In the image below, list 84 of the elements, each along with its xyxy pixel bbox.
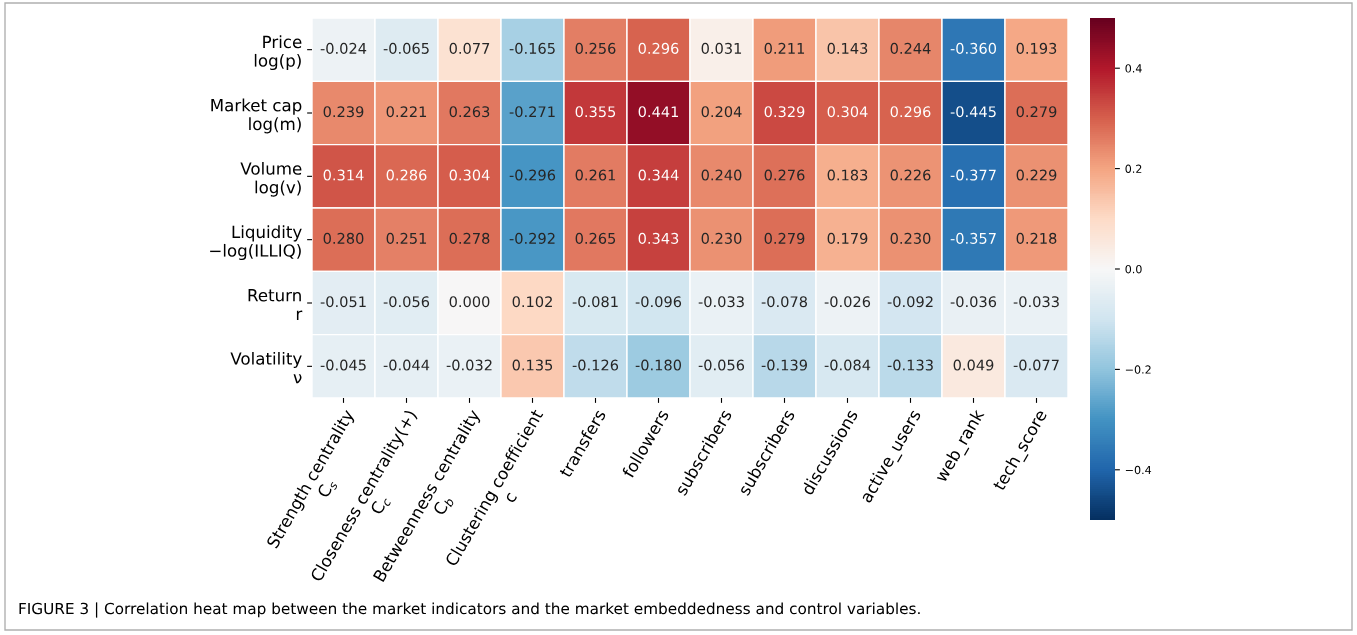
data-label: -0.445 — [950, 106, 996, 118]
data-label: -0.357 — [950, 232, 996, 244]
data-label: 0.204 — [701, 106, 742, 118]
data-label: -0.180 — [635, 359, 682, 371]
data-label: -0.044 — [383, 359, 430, 371]
color-bar-label: −0.2 — [1125, 365, 1151, 374]
y-tick-label: Volume log(v) — [240, 161, 302, 197]
data-label: -0.360 — [950, 42, 997, 54]
color-bar-label: 0.0 — [1125, 264, 1142, 274]
data-label: 0.049 — [953, 359, 994, 371]
data-label: -0.165 — [509, 42, 555, 54]
data-label: 0.229 — [1016, 169, 1057, 181]
y-tick-label: Liquidity −log(ILLIQ) — [210, 225, 302, 261]
data-label: 0.221 — [386, 106, 427, 118]
data-label: 0.276 — [764, 169, 805, 181]
data-label: 0.343 — [638, 232, 679, 244]
data-label: -0.126 — [572, 359, 619, 371]
data-label: -0.033 — [698, 296, 744, 308]
data-label: -0.056 — [698, 359, 745, 371]
data-label: 0.314 — [323, 169, 364, 181]
caption: FIGURE 3 | Correlation heat map between the market indicators and the market embeddedness and control variables. — [19, 602, 920, 618]
data-label: 0.244 — [890, 42, 931, 54]
data-label: 0.280 — [323, 232, 364, 244]
data-label: -0.092 — [887, 296, 933, 308]
color-bar-label: −0.4 — [1125, 465, 1152, 475]
data-label: 0.135 — [512, 359, 553, 371]
data-label: -0.077 — [1013, 359, 1059, 371]
data-label: 0.304 — [449, 169, 490, 181]
data-label: -0.032 — [446, 359, 492, 371]
data-label: -0.084 — [824, 359, 871, 371]
data-label: 0.261 — [575, 169, 616, 181]
data-label: 0.230 — [701, 232, 742, 244]
data-label: -0.033 — [1013, 296, 1059, 308]
data-label: 0.304 — [827, 106, 868, 118]
data-label: 0.179 — [827, 232, 868, 244]
data-label: 0.102 — [512, 296, 552, 308]
data-label: 0.256 — [575, 42, 616, 54]
data-label: -0.045 — [320, 359, 366, 371]
data-label: 0.441 — [638, 106, 679, 118]
data-label: 0.296 — [890, 106, 931, 118]
y-tick-label: Return r — [248, 289, 303, 320]
data-label: 0.211 — [764, 42, 805, 54]
color-bar-label: 0.4 — [1125, 64, 1142, 73]
data-label: 0.239 — [323, 106, 364, 118]
data-label: 0.263 — [449, 106, 490, 118]
color-bar-label: 0.2 — [1125, 164, 1142, 173]
data-label: 0.251 — [386, 232, 427, 244]
data-label: 0.286 — [386, 169, 427, 181]
data-label: -0.096 — [635, 296, 682, 308]
data-label: 0.296 — [638, 42, 679, 54]
data-label: -0.139 — [761, 359, 807, 371]
data-label: -0.024 — [320, 42, 367, 54]
data-label: 0.000 — [449, 296, 490, 308]
data-label: -0.078 — [761, 296, 808, 308]
data-label: 0.279 — [1016, 106, 1057, 118]
data-label: 0.193 — [1016, 42, 1057, 54]
data-label: -0.026 — [824, 296, 871, 308]
data-label: -0.377 — [950, 169, 996, 181]
data-label: 0.278 — [449, 232, 490, 244]
data-label: -0.051 — [320, 296, 366, 308]
data-label: 0.183 — [827, 169, 868, 181]
y-tick-label: Market cap log(m) — [211, 98, 302, 134]
data-label: 0.355 — [575, 106, 616, 118]
data-label: 0.077 — [449, 42, 490, 54]
data-label: 0.230 — [890, 232, 931, 244]
data-label: -0.296 — [509, 169, 556, 181]
data-label: 0.344 — [638, 169, 679, 181]
data-label: -0.292 — [509, 232, 555, 244]
data-label: -0.133 — [887, 359, 933, 371]
data-label: 0.226 — [890, 169, 931, 181]
y-tick-label: Price log(p) — [254, 35, 302, 71]
data-label: 0.240 — [701, 169, 742, 181]
data-label: -0.056 — [383, 296, 430, 308]
data-label: -0.081 — [572, 296, 618, 308]
data-label: -0.065 — [383, 42, 429, 54]
data-label: 0.218 — [1016, 232, 1057, 244]
y-tick-label: Volatility ν — [230, 351, 302, 384]
data-label: 0.329 — [764, 106, 805, 118]
data-label: 0.279 — [764, 232, 805, 244]
data-label: -0.271 — [509, 106, 555, 118]
data-label: 0.031 — [701, 42, 742, 54]
data-label: 0.265 — [575, 232, 616, 244]
data-label: -0.036 — [950, 296, 997, 308]
data-label: 0.143 — [827, 42, 868, 54]
